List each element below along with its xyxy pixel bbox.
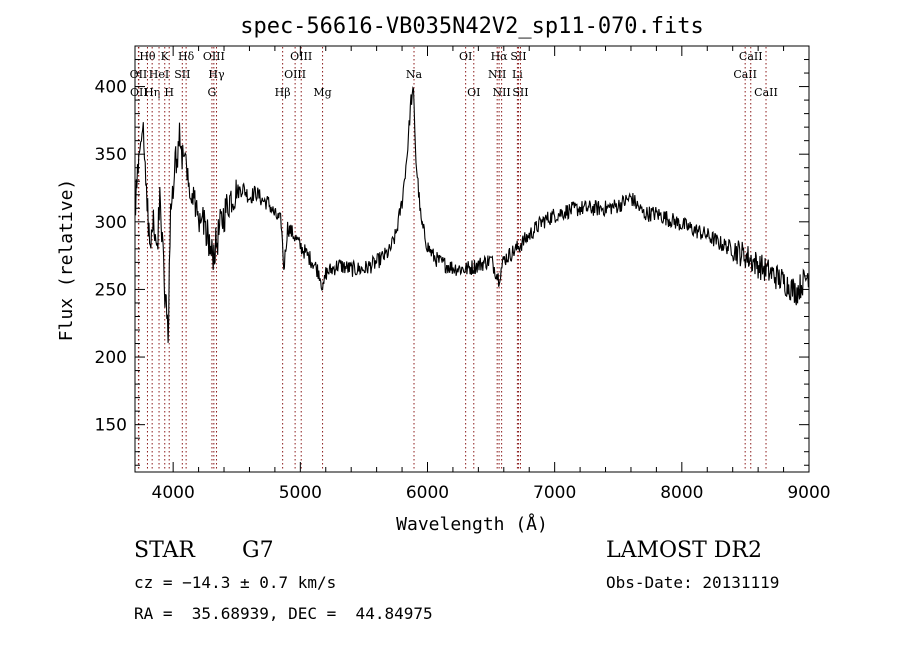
- line-marker-label: Li: [512, 68, 523, 81]
- x-tick-label: 9000: [787, 483, 830, 503]
- line-marker-label: SII: [512, 86, 528, 99]
- survey-name: LAMOST DR2: [606, 538, 762, 563]
- line-marker-label: H: [164, 86, 174, 99]
- line-marker-label: SII: [174, 68, 190, 81]
- chart-title: spec-56616-VB035N42V2_sp11-070.fits: [240, 14, 704, 39]
- redshift-text: cz = −14.3 ± 0.7 km/s: [134, 573, 337, 592]
- coordinates-text: RA = 35.68939, DEC = 44.84975: [134, 604, 433, 623]
- line-marker-label: NII: [492, 86, 510, 99]
- flux-series: [134, 86, 810, 343]
- line-marker-label: Mg: [313, 86, 331, 99]
- line-marker-label: OII: [130, 68, 148, 81]
- x-axis: 4000 5000 6000 7000 8000 9000: [152, 46, 831, 503]
- line-marker-label: OI: [467, 86, 480, 99]
- line-marker-label: SII: [510, 50, 526, 63]
- line-marker-label: Hβ: [275, 86, 291, 99]
- line-marker-label: Na: [406, 68, 423, 81]
- line-marker-label: Hθ: [139, 50, 156, 63]
- line-marker-label: HeI: [149, 68, 169, 81]
- line-marker-label: OII: [130, 86, 148, 99]
- line-marker-label: Hδ: [178, 50, 195, 63]
- y-tick-label: 150: [95, 416, 127, 436]
- y-tick-label: 300: [95, 213, 127, 233]
- y-tick-label: 400: [95, 78, 127, 98]
- line-marker-label: K: [161, 50, 170, 63]
- spectral-subclass: G7: [242, 538, 274, 563]
- x-tick-label: 4000: [152, 483, 195, 503]
- plot-frame: [134, 45, 810, 473]
- x-tick-label: 7000: [533, 483, 576, 503]
- line-marker-label: OIII: [290, 50, 312, 63]
- y-tick-label: 200: [95, 348, 127, 368]
- x-tick-label: 6000: [406, 483, 449, 503]
- flux-line: [134, 86, 810, 343]
- line-marker-label: CaII: [733, 68, 757, 81]
- y-tick-label: 350: [95, 145, 127, 165]
- y-axis-label: Flux (relative): [56, 179, 77, 342]
- x-tick-label: 5000: [279, 483, 322, 503]
- line-marker-label: OI: [459, 50, 472, 63]
- object-class: STAR: [134, 538, 195, 563]
- line-marker-label: CaII: [754, 86, 778, 99]
- y-axis: 150 200 250 300 350 400: [95, 59, 809, 466]
- line-marker-label: NII: [488, 68, 506, 81]
- line-marker-label: Hη: [144, 86, 160, 99]
- line-marker-label: Hα: [491, 50, 509, 63]
- x-axis-label: Wavelength (Å): [396, 513, 548, 535]
- x-tick-label: 8000: [660, 483, 703, 503]
- line-marker-label: CaII: [739, 50, 763, 63]
- line-marker-label: Hγ: [208, 68, 225, 81]
- y-tick-label: 250: [95, 280, 127, 300]
- line-marker-label: OIII: [284, 68, 306, 81]
- line-marker-label: OIII: [203, 50, 225, 63]
- obs-date: Obs-Date: 20131119: [606, 573, 780, 592]
- line-marker-label: G: [208, 86, 217, 99]
